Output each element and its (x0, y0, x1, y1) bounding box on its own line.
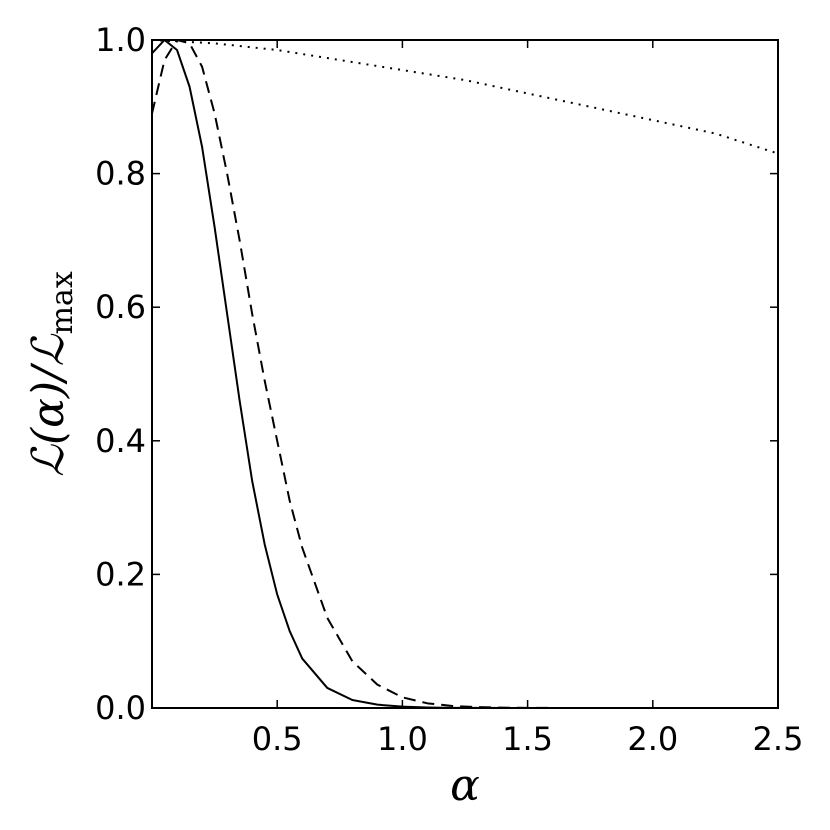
tick-labels-layer: 0.5 1.0 1.5 2.0 2.5 0.0 0.2 0.4 0.6 0.8 1.0 (95, 21, 803, 758)
plot-frame (151, 39, 779, 709)
x-axis-title: α (450, 760, 480, 811)
y-tick-label: 0.2 (95, 555, 146, 593)
y-tick-label: 0.0 (95, 689, 146, 727)
y-axis-title-main: ℒ(α)/ℒ (23, 333, 74, 477)
x-tick-label: 2.5 (753, 720, 804, 758)
y-tick-label: 0.8 (95, 155, 146, 193)
x-tick-label: 0.5 (252, 720, 303, 758)
y-tick-label: 1.0 (95, 21, 146, 59)
solid-curve (151, 39, 778, 709)
y-tick-label: 0.4 (95, 422, 146, 460)
ticks-layer (152, 39, 779, 709)
x-tick-label: 1.5 (502, 720, 553, 758)
dotted-curve (151, 39, 779, 155)
dashed-curve (151, 39, 778, 709)
x-tick-label: 1.0 (377, 720, 428, 758)
x-tick-label: 2.0 (627, 720, 678, 758)
series-layer (151, 39, 779, 709)
y-axis-title: ℒ(α)/ℒmax (23, 271, 80, 477)
y-tick-label: 0.6 (95, 288, 146, 326)
y-axis-title-subscript: max (45, 271, 80, 334)
